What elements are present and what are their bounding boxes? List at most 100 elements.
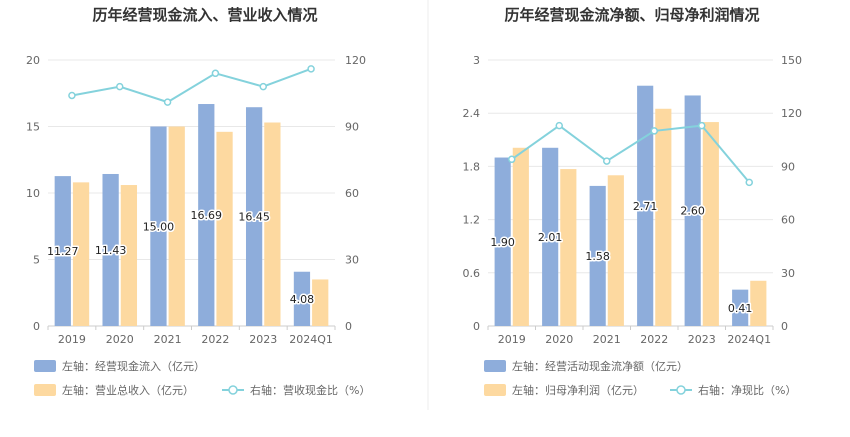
chart1-data-label: 15.00: [143, 220, 175, 233]
chart1-bar-cash-inflow: [293, 271, 311, 326]
chart1-left-tick-label: 20: [26, 54, 40, 67]
chart2-legend-marker-ratio: [676, 385, 686, 395]
chart2-right-tick-label: 90: [781, 160, 795, 173]
chart2-x-tick-label: 2024Q1: [727, 333, 771, 346]
chart2-ratio-point: [603, 157, 611, 165]
chart2-legend: 左轴：经营活动现金流净额（亿元） 左轴：归母净利润（亿元） 右轴：净现比（%）: [484, 359, 796, 397]
chart2-ratio-point: [650, 127, 658, 135]
chart2-right-tick-label: 60: [781, 214, 795, 227]
chart1-bar-revenue: [72, 182, 90, 326]
chart2-bar-net-profit: [607, 175, 624, 326]
chart1-data-label: 11.43: [95, 244, 127, 257]
chart1-bar-cash-inflow: [102, 173, 119, 326]
chart1-x-tick-label: 2022: [201, 333, 229, 346]
chart2-legend-swatch-net-profit: [484, 384, 506, 396]
chart2-bar-net-cash-flow: [637, 85, 654, 326]
chart1-legend-marker-ratio: [228, 385, 238, 395]
chart1-bar-cash-inflow: [150, 126, 167, 326]
chart2-data-label: 2.60: [680, 205, 705, 218]
chart1-right-tick-label: 0: [345, 320, 352, 333]
chart2-bar-net-cash-flow: [684, 95, 701, 326]
chart2-right-tick-label: 120: [781, 107, 802, 120]
chart2-bar-net-profit: [512, 147, 529, 326]
chart2-right-tick-label: 30: [781, 267, 795, 280]
chart1-data-label: 16.45: [238, 211, 270, 224]
chart2-legend-label-net-cash-flow: 左轴：经营活动现金流净额（亿元）: [512, 359, 688, 373]
chart1-x-tick-label: 2019: [58, 333, 86, 346]
chart2-x-tick-label: 2019: [498, 333, 526, 346]
chart1-legend-label-cash-inflow: 左轴：经营现金流入（亿元）: [62, 359, 205, 373]
chart1-right-tick-label: 60: [345, 187, 359, 200]
chart1-data-label: 16.69: [191, 209, 223, 222]
chart1-data-label: 11.27: [47, 245, 79, 258]
chart1-ratio-point: [211, 69, 220, 78]
chart2-ratio-line: [511, 124, 751, 184]
chart1-bar-cash-inflow: [198, 104, 215, 326]
chart2-left-tick-label: 3: [473, 54, 480, 67]
chart1-x-tick-label: 2020: [106, 333, 134, 346]
chart2-bar-net-cash-flow: [542, 147, 559, 326]
chart1-x-tick-label: 2024Q1: [289, 333, 333, 346]
chart2-bar-net-cash-flow: [494, 157, 511, 326]
chart2-data-label: 1.58: [585, 250, 610, 263]
chart1-bar-revenue: [120, 185, 138, 326]
chart2-ratio-point: [508, 155, 516, 164]
chart2-bar-net-cash-flow: [589, 185, 606, 326]
chart1-left-tick-label: 5: [33, 254, 40, 267]
chart1-x-tick-label: 2023: [249, 333, 277, 346]
chart2-data-label: 1.90: [490, 236, 515, 249]
chart1-right-tick-label: 30: [345, 254, 359, 267]
chart2-right-tick-label: 150: [781, 54, 802, 67]
chart2-legend-label-net-profit: 左轴：归母净利润（亿元）: [512, 383, 644, 397]
chart1-bar-cash-inflow: [54, 176, 71, 326]
chart2-bar-net-profit: [655, 108, 672, 327]
chart1-ratio-point: [116, 82, 124, 91]
chart2-x-tick-label: 2022: [640, 333, 668, 346]
chart2-bar-net-profit: [560, 169, 577, 326]
chart2-ratio-point: [745, 178, 753, 187]
chart1-data-label: 4.08: [290, 293, 315, 306]
chart1-ratio-point: [163, 98, 172, 106]
chart1-right-tick-label: 120: [345, 54, 366, 67]
chart2-right-tick-label: 0: [781, 320, 788, 333]
chart2-data-label: 2.01: [538, 231, 563, 244]
chart2-x-tick-label: 2020: [545, 333, 573, 346]
chart2-legend-label-ratio: 右轴：净现比（%）: [698, 383, 796, 397]
chart1-bar-revenue: [312, 279, 329, 326]
chart1-left-tick-label: 15: [26, 121, 40, 134]
chart2-data-label: 2.71: [633, 200, 658, 213]
chart2-data-label: 0.41: [728, 302, 753, 315]
chart2-bar-net-profit: [750, 280, 767, 326]
chart1-bar-revenue: [216, 131, 233, 326]
chart1-bar-revenue: [264, 122, 281, 326]
chart1-legend: 左轴：经营现金流入（亿元） 左轴：营业总收入（亿元） 右轴：营收现金比（%）: [34, 359, 370, 397]
chart2-legend-swatch-net-cash-flow: [484, 360, 506, 372]
chart1-ratio-point: [307, 65, 315, 73]
chart1-x-tick-label: 2021: [154, 333, 182, 346]
chart1-plot: 0 5 10 15 20 0 30 60 90 120 2019 2020 2021 2022 2023 20…: [26, 54, 366, 346]
chart1-ratio-line: [71, 67, 312, 104]
chart1-legend-swatch-revenue: [34, 384, 56, 396]
chart2-bar-net-profit: [702, 122, 719, 326]
chart1-legend-label-ratio: 右轴：营收现金比（%）: [250, 383, 370, 397]
chart2-x-tick-label: 2021: [593, 333, 621, 346]
chart1-bar-revenue: [168, 126, 185, 326]
chart2-bar-net-cash-flow: [732, 289, 749, 326]
chart2-left-tick-label: 0: [473, 320, 480, 333]
chart2-left-tick-label: 2.4: [463, 107, 481, 120]
chart1-legend-label-revenue: 左轴：营业总收入（亿元）: [62, 383, 194, 397]
chart1-legend-swatch-cash-inflow: [34, 360, 56, 372]
chart2-title: 历年经营现金流净额、归母净利润情况: [504, 6, 759, 24]
chart2-left-tick-label: 1.2: [463, 214, 481, 227]
chart1-title: 历年经营现金流入、营业收入情况: [92, 6, 317, 24]
chart2-ratio-point: [698, 121, 706, 130]
chart2-left-tick-label: 1.8: [463, 160, 481, 173]
chart1-ratio-point: [68, 91, 76, 100]
chart2-left-tick-label: 0.6: [463, 267, 481, 280]
chart1-right-tick-label: 90: [345, 121, 359, 134]
chart2-x-tick-label: 2023: [688, 333, 716, 346]
chart1-ratio-point: [259, 82, 267, 91]
chart2-ratio-point: [555, 121, 563, 130]
